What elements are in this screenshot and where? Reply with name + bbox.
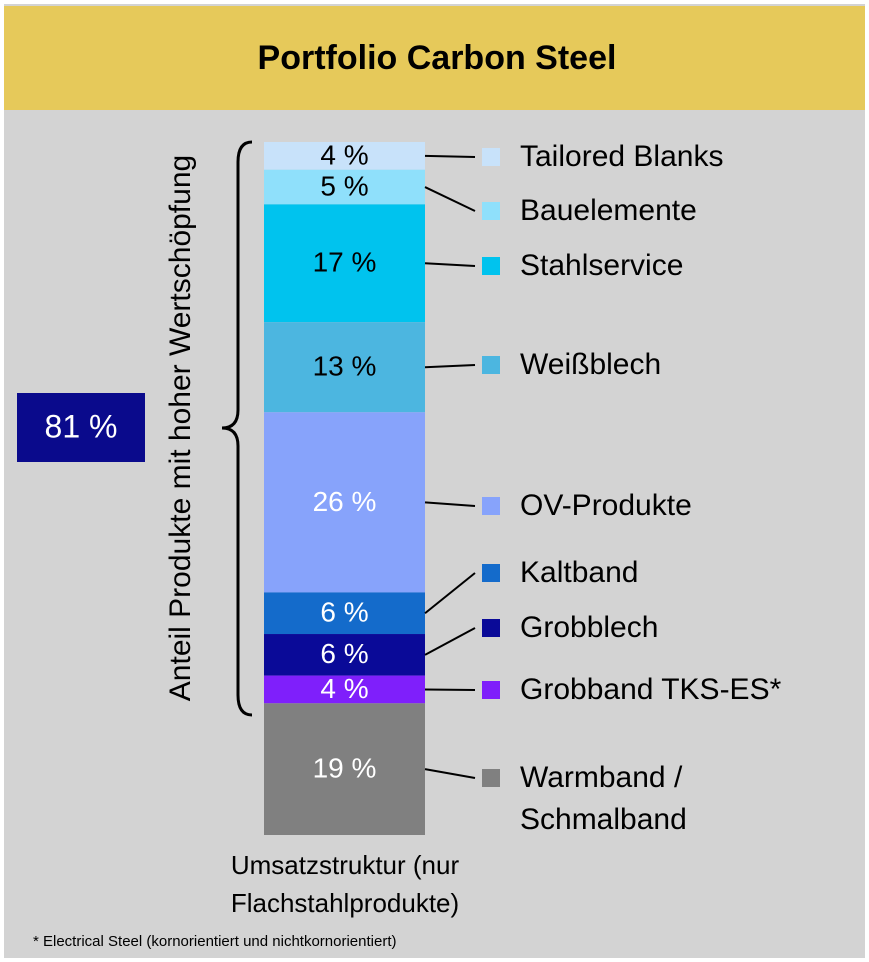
legend-swatch [482, 497, 500, 515]
legend-label: OV-Produkte [520, 489, 692, 522]
annotation: 81 % [45, 408, 118, 444]
bar-segment [264, 142, 425, 170]
bar-segment [264, 204, 425, 323]
bar-segment [264, 703, 425, 835]
legend-label: Stahlservice [520, 249, 684, 282]
y-axis-label: Anteil Produkte mit hoher Wertschöpfung [164, 155, 197, 701]
data-label: 19 % [313, 753, 377, 784]
data-label: 6 % [320, 597, 368, 628]
connector [424, 154, 476, 158]
legend-swatch [482, 681, 500, 699]
legend-label: Warmband / Schmalband [520, 761, 687, 836]
bar-segment [264, 634, 425, 676]
bar-segment [264, 169, 425, 205]
title-band [4, 6, 865, 110]
legend-swatch [482, 356, 500, 374]
legend-label: Weißblech [520, 348, 662, 381]
bar-segment [264, 675, 425, 704]
legend-swatch [482, 769, 500, 787]
legend-label: Tailored Blanks [520, 140, 724, 173]
legend-label: Grobband TKS-ES* [520, 673, 782, 706]
bar-segment [264, 592, 425, 635]
connector [424, 262, 476, 267]
data-label: 6 % [320, 638, 368, 669]
footnote: * Electrical Steel (kornorientiert und n… [33, 933, 397, 950]
panel [4, 4, 865, 958]
data-label: 17 % [313, 247, 377, 278]
legend-swatch [482, 148, 500, 166]
connector [424, 364, 476, 369]
annotation-box [17, 393, 145, 462]
connector [424, 627, 476, 656]
connector [424, 186, 476, 212]
data-label: 26 % [313, 486, 377, 517]
connector [424, 768, 476, 779]
legend-label: Bauelemente [520, 194, 697, 227]
legend-label: Grobblech [520, 611, 659, 644]
connector [424, 688, 476, 691]
data-label: 5 % [320, 170, 368, 201]
legend-swatch [482, 619, 500, 637]
data-label: 4 % [320, 139, 368, 170]
data-label: 4 % [320, 673, 368, 704]
legend-swatch [482, 564, 500, 582]
bar-segment [264, 412, 425, 593]
connector [424, 501, 476, 507]
legend-swatch [482, 257, 500, 275]
brace [221, 140, 253, 717]
chart-title: Portfolio Carbon Steel [258, 39, 617, 77]
x-axis-label: Umsatzstruktur (nur Flachstahlprodukte) [230, 850, 460, 918]
bar-segment [264, 322, 425, 413]
data-label: 13 % [313, 351, 377, 382]
legend-swatch [482, 202, 500, 220]
connector [424, 572, 476, 615]
legend-label: Kaltband [520, 556, 639, 589]
